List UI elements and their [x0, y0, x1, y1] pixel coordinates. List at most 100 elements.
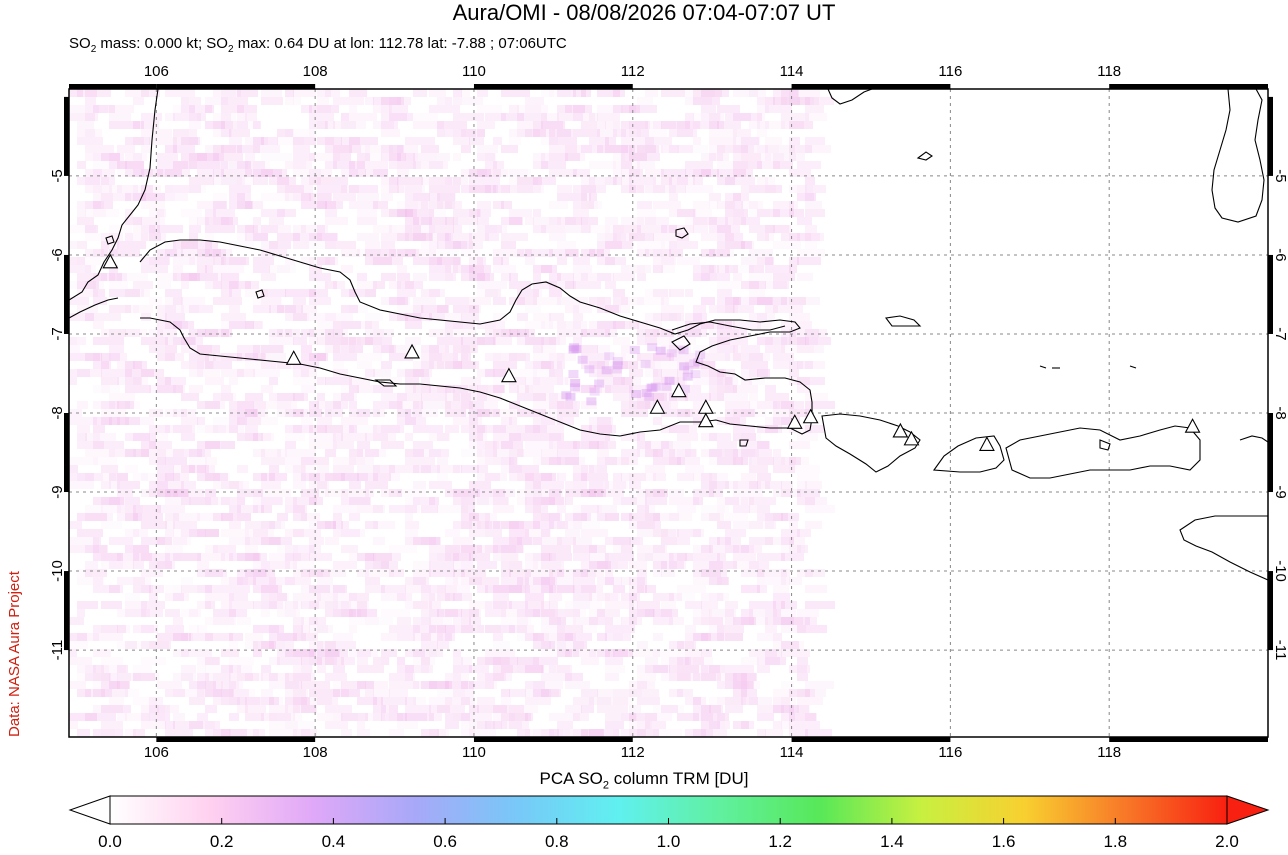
so2-pixel	[677, 409, 702, 417]
so2-pixel	[77, 729, 90, 737]
so2-pixel	[661, 537, 677, 545]
so2-pixel	[117, 505, 136, 513]
so2-pixel	[517, 473, 541, 481]
lon-tick-label-top: 110	[462, 63, 486, 80]
so2-pixel	[245, 113, 257, 121]
so2-pixel	[469, 721, 491, 729]
so2-pixel	[453, 673, 469, 681]
so2-pixel	[93, 497, 124, 505]
so2-pixel	[653, 665, 670, 673]
so2-pixel	[221, 497, 245, 505]
so2-pixel	[477, 209, 491, 217]
so2-pixel	[549, 401, 580, 409]
so2-pixel	[309, 105, 339, 113]
so2-pixel	[757, 457, 785, 465]
so2-pixel	[405, 513, 413, 521]
lon-tick-label-top: 114	[780, 63, 804, 80]
so2-pixel	[757, 321, 772, 329]
so2-pixel	[333, 393, 357, 401]
so2-pixel	[629, 513, 660, 521]
so2-pixel	[381, 153, 406, 161]
so2-pixel	[285, 89, 294, 97]
so2-pixel	[333, 633, 353, 641]
so2-pixel	[709, 217, 728, 225]
so2-pixel	[733, 145, 754, 153]
so2-pixel	[797, 569, 813, 577]
so2-pixel	[77, 425, 90, 433]
so2-pixel	[773, 353, 794, 361]
so2-pixel	[621, 153, 647, 161]
so2-pixel	[781, 121, 804, 129]
so2-pixel	[157, 465, 174, 473]
so2-pixel	[253, 601, 277, 609]
so2-pixel	[189, 361, 214, 369]
so2-pixel	[789, 297, 820, 305]
so2-pixel	[93, 417, 112, 425]
so2-pixel	[213, 417, 240, 425]
so2-pixel	[333, 465, 354, 473]
so2-pixel	[693, 561, 723, 569]
so2-pixel	[589, 137, 609, 145]
so2-pixel	[429, 601, 441, 609]
so2-pixel	[381, 609, 410, 617]
so2-pixel	[717, 553, 726, 561]
so2-pixel	[573, 385, 602, 393]
so2-pixel	[789, 729, 808, 737]
so2-pixel	[325, 345, 340, 353]
so2-pixel	[805, 617, 817, 625]
so2-pixel	[221, 145, 242, 153]
so2-pixel	[501, 617, 531, 625]
so2-pixel	[109, 417, 129, 425]
so2-pixel	[437, 361, 462, 369]
so2-pixel	[293, 193, 313, 201]
so2-pixel	[133, 553, 157, 561]
so2-pixel	[637, 729, 645, 737]
so2-pixel	[477, 449, 497, 457]
so2-pixel	[309, 121, 328, 129]
so2-pixel	[349, 593, 369, 601]
so2-pixel	[397, 393, 422, 401]
so2-pixel	[245, 537, 253, 545]
so2-pixel	[749, 265, 764, 273]
so2-pixel	[781, 401, 804, 409]
so2-pixel	[749, 457, 774, 465]
so2-pixel	[261, 481, 281, 489]
so2-pixel	[277, 305, 303, 313]
coastlines	[69, 89, 1268, 581]
so2-pixel	[245, 137, 268, 145]
so2-pixel	[125, 305, 139, 313]
so2-pixel	[381, 705, 398, 713]
so2-pixel	[565, 145, 592, 153]
volcano-marker	[404, 343, 420, 359]
so2-pixel	[565, 457, 585, 465]
so2-pixel	[525, 569, 553, 577]
so2-pixel	[717, 441, 737, 449]
so2-pixel	[749, 377, 765, 385]
so2-pixel	[765, 145, 795, 153]
so2-pixel	[421, 393, 447, 401]
colorbar-label: PCA SO2 column TRM [DU]	[539, 769, 749, 792]
so2-pixel	[397, 209, 413, 217]
so2-pixel	[221, 601, 232, 609]
so2-pixel	[805, 105, 824, 113]
so2-pixel	[261, 641, 274, 649]
so2-pixel	[541, 497, 564, 505]
so2-pixel	[125, 545, 149, 553]
so2-pixel	[173, 321, 194, 329]
so2-pixel	[509, 185, 533, 193]
so2-pixel	[645, 369, 658, 377]
so2-pixel	[173, 465, 195, 473]
colorbar-tick-label: 1.2	[768, 832, 792, 851]
so2-pixel	[125, 505, 143, 513]
so2-pixel	[221, 121, 248, 129]
so2-pixel	[213, 681, 243, 689]
so2-pixel	[333, 193, 356, 201]
so2-pixel	[757, 177, 768, 185]
so2-pixel	[245, 321, 263, 329]
so2-pixel	[429, 185, 460, 193]
so2-pixel	[349, 345, 363, 353]
so2-pixel	[709, 561, 737, 569]
so2-pixel	[493, 361, 517, 369]
so2-pixel	[653, 529, 679, 537]
so2-pixel	[709, 329, 739, 337]
